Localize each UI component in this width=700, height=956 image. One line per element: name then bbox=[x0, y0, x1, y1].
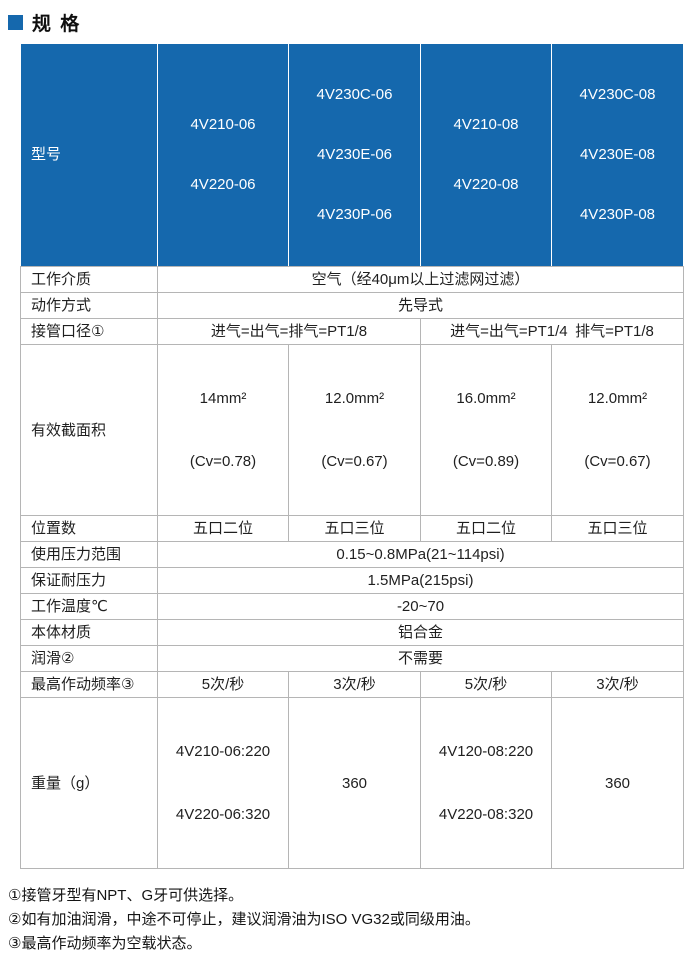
row-working-medium: 工作介质 空气（经40μm以上过滤网过滤） bbox=[20, 266, 684, 293]
area-value: 16.0mm² bbox=[456, 390, 516, 407]
port-size-value-left: 进气=出气=排气=PT1/8 bbox=[157, 318, 421, 345]
area-cv: (Cv=0.89) bbox=[452, 453, 520, 470]
working-medium-value: 空气（经40μm以上过滤网过滤） bbox=[157, 266, 684, 293]
area-value: 12.0mm² bbox=[324, 390, 385, 407]
action-type-label: 动作方式 bbox=[20, 292, 158, 319]
row-proof-pressure: 保证耐压力 1.5MPa(215psi) bbox=[20, 567, 684, 594]
temperature-value: -20~70 bbox=[157, 593, 684, 620]
weight-value: 360 bbox=[341, 774, 368, 792]
weight-value: 360 bbox=[604, 774, 631, 792]
weight-value: 4V120-08:220 bbox=[438, 743, 534, 760]
model-line: 4V230E-06 bbox=[316, 146, 393, 163]
max-frequency-cell-2: 3次/秒 bbox=[288, 671, 421, 698]
max-frequency-cell-3: 5次/秒 bbox=[420, 671, 552, 698]
working-medium-label: 工作介质 bbox=[20, 266, 158, 293]
body-material-value: 铝合金 bbox=[157, 619, 684, 646]
row-effective-area: 有效截面积 14mm² (Cv=0.78) 12.0mm² (Cv=0.67) … bbox=[20, 344, 684, 516]
row-lubrication: 润滑② 不需要 bbox=[20, 645, 684, 672]
row-port-size: 接管口径① 进气=出气=排气=PT1/8 进气=出气=PT1/4 排气=PT1/… bbox=[20, 318, 684, 345]
lubrication-value: 不需要 bbox=[157, 645, 684, 672]
row-positions: 位置数 五口二位 五口三位 五口二位 五口三位 bbox=[20, 515, 684, 542]
effective-area-cell-3: 16.0mm² (Cv=0.89) bbox=[420, 344, 552, 516]
table-header-row: 型号 4V210-06 4V220-06 4V230C-06 4V230E-06… bbox=[20, 43, 684, 267]
row-action-type: 动作方式 先导式 bbox=[20, 292, 684, 319]
row-max-frequency: 最高作动频率③ 5次/秒 3次/秒 5次/秒 3次/秒 bbox=[20, 671, 684, 698]
effective-area-label: 有效截面积 bbox=[20, 344, 158, 516]
max-frequency-cell-4: 3次/秒 bbox=[551, 671, 684, 698]
effective-area-cell-1: 14mm² (Cv=0.78) bbox=[157, 344, 289, 516]
port-size-value-right: 进气=出气=PT1/4 排气=PT1/8 bbox=[420, 318, 684, 345]
positions-cell-1: 五口二位 bbox=[157, 515, 289, 542]
temperature-label: 工作温度℃ bbox=[20, 593, 158, 620]
header-model-col-2: 4V230C-06 4V230E-06 4V230P-06 bbox=[288, 43, 421, 267]
effective-area-cell-4: 12.0mm² (Cv=0.67) bbox=[551, 344, 684, 516]
positions-label: 位置数 bbox=[20, 515, 158, 542]
area-value: 12.0mm² bbox=[587, 390, 648, 407]
model-line: 4V230P-08 bbox=[579, 206, 656, 223]
model-line: 4V230P-06 bbox=[316, 206, 393, 223]
proof-pressure-value: 1.5MPa(215psi) bbox=[157, 567, 684, 594]
area-value: 14mm² bbox=[199, 390, 247, 407]
row-pressure-range: 使用压力范围 0.15~0.8MPa(21~114psi) bbox=[20, 541, 684, 568]
section-title-square-icon bbox=[8, 15, 23, 30]
row-body-material: 本体材质 铝合金 bbox=[20, 619, 684, 646]
header-model-label: 型号 bbox=[20, 43, 158, 267]
header-model-col-4: 4V230C-08 4V230E-08 4V230P-08 bbox=[551, 43, 684, 267]
weight-cell-1: 4V210-06:220 4V220-06:320 bbox=[157, 697, 289, 869]
positions-cell-2: 五口三位 bbox=[288, 515, 421, 542]
weight-cell-4: 360 bbox=[551, 697, 684, 869]
pressure-range-value: 0.15~0.8MPa(21~114psi) bbox=[157, 541, 684, 568]
effective-area-cell-2: 12.0mm² (Cv=0.67) bbox=[288, 344, 421, 516]
weight-cell-3: 4V120-08:220 4V220-08:320 bbox=[420, 697, 552, 869]
lubrication-label: 润滑② bbox=[20, 645, 158, 672]
weight-value: 4V210-06:220 bbox=[175, 743, 271, 760]
weight-value: 4V220-06:320 bbox=[175, 806, 271, 823]
model-line: 4V220-08 bbox=[453, 176, 519, 193]
model-line: 4V210-08 bbox=[453, 116, 519, 133]
model-line: 4V230C-08 bbox=[579, 86, 656, 103]
positions-cell-3: 五口二位 bbox=[420, 515, 552, 542]
spec-table: 型号 4V210-06 4V220-06 4V230C-06 4V230E-06… bbox=[20, 43, 684, 869]
area-cv: (Cv=0.67) bbox=[584, 453, 651, 470]
header-model-col-3: 4V210-08 4V220-08 bbox=[420, 43, 552, 267]
footnotes: ①接管牙型有NPT、G牙可供选择。 ②如有加油润滑，中途不可停止，建议润滑油为I… bbox=[8, 884, 700, 956]
footnote-2: ②如有加油润滑，中途不可停止，建议润滑油为ISO VG32或同级用油。 bbox=[8, 911, 480, 928]
max-frequency-label: 最高作动频率③ bbox=[20, 671, 158, 698]
section-title: 规 格 bbox=[8, 9, 700, 36]
weight-label: 重量（g） bbox=[20, 697, 158, 869]
area-cv: (Cv=0.67) bbox=[321, 453, 388, 470]
body-material-label: 本体材质 bbox=[20, 619, 158, 646]
proof-pressure-label: 保证耐压力 bbox=[20, 567, 158, 594]
header-model-col-1: 4V210-06 4V220-06 bbox=[157, 43, 289, 267]
action-type-value: 先导式 bbox=[157, 292, 684, 319]
section-title-text: 规 格 bbox=[32, 14, 82, 35]
positions-cell-4: 五口三位 bbox=[551, 515, 684, 542]
model-line: 4V210-06 bbox=[190, 116, 256, 133]
model-line: 4V220-06 bbox=[190, 176, 256, 193]
area-cv: (Cv=0.78) bbox=[189, 453, 257, 470]
model-line: 4V230E-08 bbox=[579, 146, 656, 163]
pressure-range-label: 使用压力范围 bbox=[20, 541, 158, 568]
weight-value: 4V220-08:320 bbox=[438, 806, 534, 823]
max-frequency-cell-1: 5次/秒 bbox=[157, 671, 289, 698]
port-size-label: 接管口径① bbox=[20, 318, 158, 345]
row-weight: 重量（g） 4V210-06:220 4V220-06:320 360 4V12… bbox=[20, 697, 684, 869]
row-temperature: 工作温度℃ -20~70 bbox=[20, 593, 684, 620]
model-line: 4V230C-06 bbox=[316, 86, 393, 103]
weight-cell-2: 360 bbox=[288, 697, 421, 869]
footnote-3: ③最高作动频率为空载状态。 bbox=[8, 935, 202, 952]
footnote-1: ①接管牙型有NPT、G牙可供选择。 bbox=[8, 887, 244, 904]
